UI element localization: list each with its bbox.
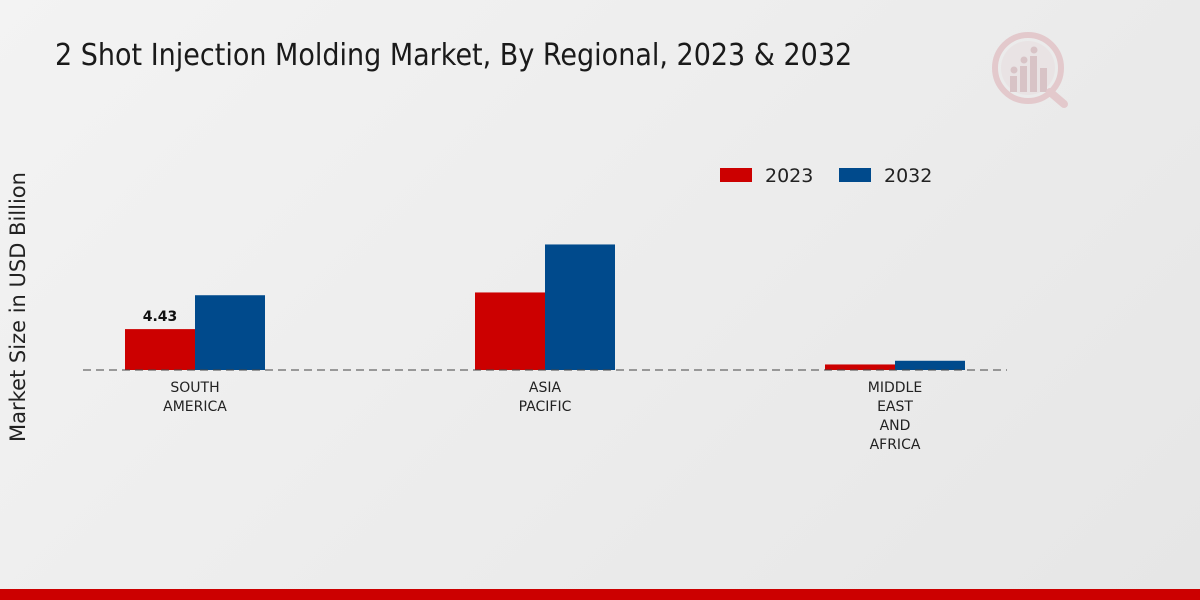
x-axis-ticks: SOUTH AMERICA ASIA PACIFIC MIDDLE EAST AND AFRI…: [163, 380, 922, 453]
market-research-logo-icon: [992, 32, 1068, 108]
bar-2023-0: [125, 329, 195, 370]
bar-2032-1: [545, 244, 615, 370]
bar-2023-2: [825, 364, 895, 370]
legend-label-2023: 2023: [765, 165, 813, 187]
bar-2023-1: [475, 292, 545, 370]
legend-label-2032: 2032: [884, 165, 932, 187]
bar-2032-2: [895, 360, 965, 370]
bar-2032-0: [195, 295, 265, 370]
legend-swatch-2032: [839, 168, 871, 182]
y-axis-label: Market Size in USD Billion: [6, 172, 30, 442]
chart-title: 2 Shot Injection Molding Market, By Regi…: [55, 38, 853, 73]
x-tick-label-2: MIDDLE EAST AND AFRICA: [868, 380, 922, 453]
data-label-0: 4.43: [143, 309, 178, 325]
x-tick-label-1: ASIA PACIFIC: [519, 380, 572, 415]
data-labels: 4.43: [143, 309, 178, 325]
x-tick-label-0: SOUTH AMERICA: [163, 380, 227, 415]
legend-swatch-2023: [720, 168, 752, 182]
bottom-accent-bar: [0, 589, 1200, 600]
chart-bars: [125, 244, 965, 370]
chart-legend: 2023 2032: [720, 165, 932, 187]
